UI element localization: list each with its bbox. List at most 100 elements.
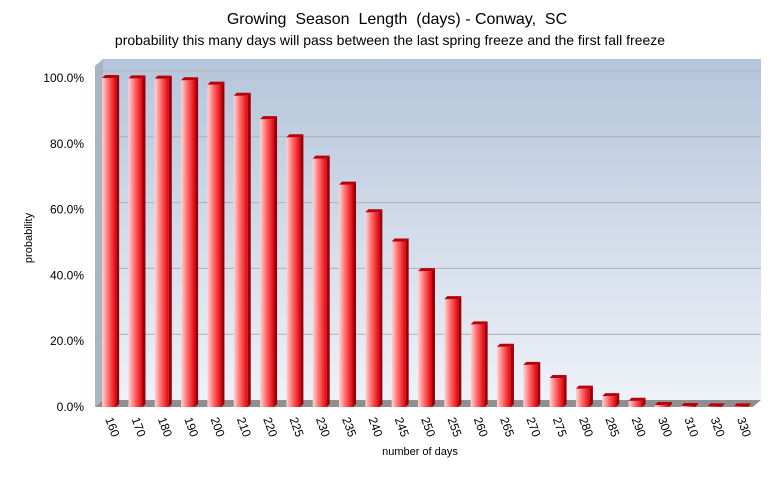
bar-top [391, 238, 409, 242]
bar-side [221, 81, 225, 407]
bar-side [642, 397, 646, 407]
x-tick-label: 285 [602, 415, 622, 439]
bar-top [260, 116, 278, 120]
bar-front [391, 241, 406, 407]
bar-front [128, 78, 143, 407]
bar-side [747, 403, 751, 407]
x-tick-label: 245 [392, 415, 412, 439]
bar [339, 181, 357, 407]
bar [312, 155, 330, 407]
bar-front [575, 388, 590, 407]
bar-top [207, 81, 225, 85]
bar-side [510, 343, 514, 407]
x-tick-label: 235 [339, 415, 359, 439]
bar-side [274, 116, 278, 407]
bar-side [537, 361, 541, 407]
y-tick-label: 60.0% [50, 203, 84, 217]
bars [102, 75, 751, 408]
bar-top [654, 402, 672, 406]
bar [733, 403, 751, 407]
bar-front [286, 137, 301, 407]
bar-side [695, 403, 699, 407]
x-tick-label: 170 [129, 415, 149, 439]
bar-side [379, 209, 383, 407]
bar-front [707, 406, 722, 407]
bar [575, 385, 593, 407]
gridline-wall [94, 136, 104, 145]
bar-front [102, 78, 117, 407]
x-tick-label: 270 [523, 415, 543, 439]
bar-side [484, 321, 488, 407]
y-tick-label: 40.0% [50, 268, 84, 282]
x-tick-label: 250 [418, 415, 438, 439]
bar-side [353, 181, 357, 407]
bar-top [602, 393, 620, 397]
bar [444, 296, 462, 407]
bar-front [207, 84, 222, 407]
bar [549, 375, 567, 407]
bar [365, 209, 383, 407]
bar-front [681, 406, 696, 407]
bar-top [128, 75, 146, 79]
bar-side [563, 375, 567, 407]
bar-side [142, 75, 146, 407]
bar-side [668, 402, 672, 407]
bar-top [628, 397, 646, 401]
bar-top [575, 385, 593, 389]
bar-front [233, 95, 248, 408]
gridline-wall [94, 202, 104, 210]
bar-front [496, 346, 511, 407]
x-tick-label: 300 [655, 415, 675, 439]
x-tick-label: 320 [708, 415, 728, 439]
bar [154, 75, 172, 408]
bar-front [365, 212, 380, 407]
bar [654, 402, 672, 407]
x-tick-label: 330 [734, 415, 754, 439]
bar-front [470, 324, 485, 407]
y-tick-label: 20.0% [50, 334, 84, 348]
bar-top [681, 403, 699, 407]
bar [286, 134, 304, 407]
plot-left-wall [95, 59, 103, 407]
gridline-wall [94, 268, 104, 276]
bar-front [339, 184, 354, 407]
x-tick-label: 260 [471, 415, 491, 439]
bar-top [339, 181, 357, 185]
bar-top [102, 75, 120, 78]
bar [470, 321, 488, 407]
bar [128, 75, 146, 407]
y-axis-label: probability [23, 212, 35, 263]
bar [681, 403, 699, 407]
bar [102, 75, 120, 407]
bar-top [444, 296, 462, 300]
x-tick-label: 225 [287, 415, 307, 439]
bar-top [312, 155, 330, 159]
bar-front [418, 271, 432, 407]
x-tick-label: 190 [181, 415, 201, 439]
bar-front [628, 400, 643, 407]
bar-front [654, 405, 669, 407]
x-tick-label: 275 [550, 415, 570, 439]
x-tick-label: 230 [313, 415, 333, 439]
x-tick-label: 310 [681, 415, 701, 439]
x-axis-label: number of days [382, 446, 458, 458]
bar-top [154, 75, 172, 79]
bar [523, 361, 541, 407]
bar-front [260, 119, 275, 407]
y-axis-ticks: 0.0% 20.0% 40.0% 60.0% 80.0% 100.0% [43, 71, 84, 414]
bar-side [458, 296, 462, 407]
bar-top [233, 92, 251, 96]
bar-front [733, 406, 748, 407]
bar-top [733, 403, 751, 407]
bar-top [286, 134, 304, 138]
bar-front [154, 78, 169, 408]
bar-top [181, 77, 199, 81]
x-tick-label: 180 [155, 415, 175, 439]
bar [707, 403, 725, 407]
bar-side [116, 75, 120, 407]
bar [207, 81, 225, 407]
bar-side [589, 385, 593, 407]
bar-front [312, 158, 327, 407]
y-tick-label: 0.0% [57, 400, 85, 414]
